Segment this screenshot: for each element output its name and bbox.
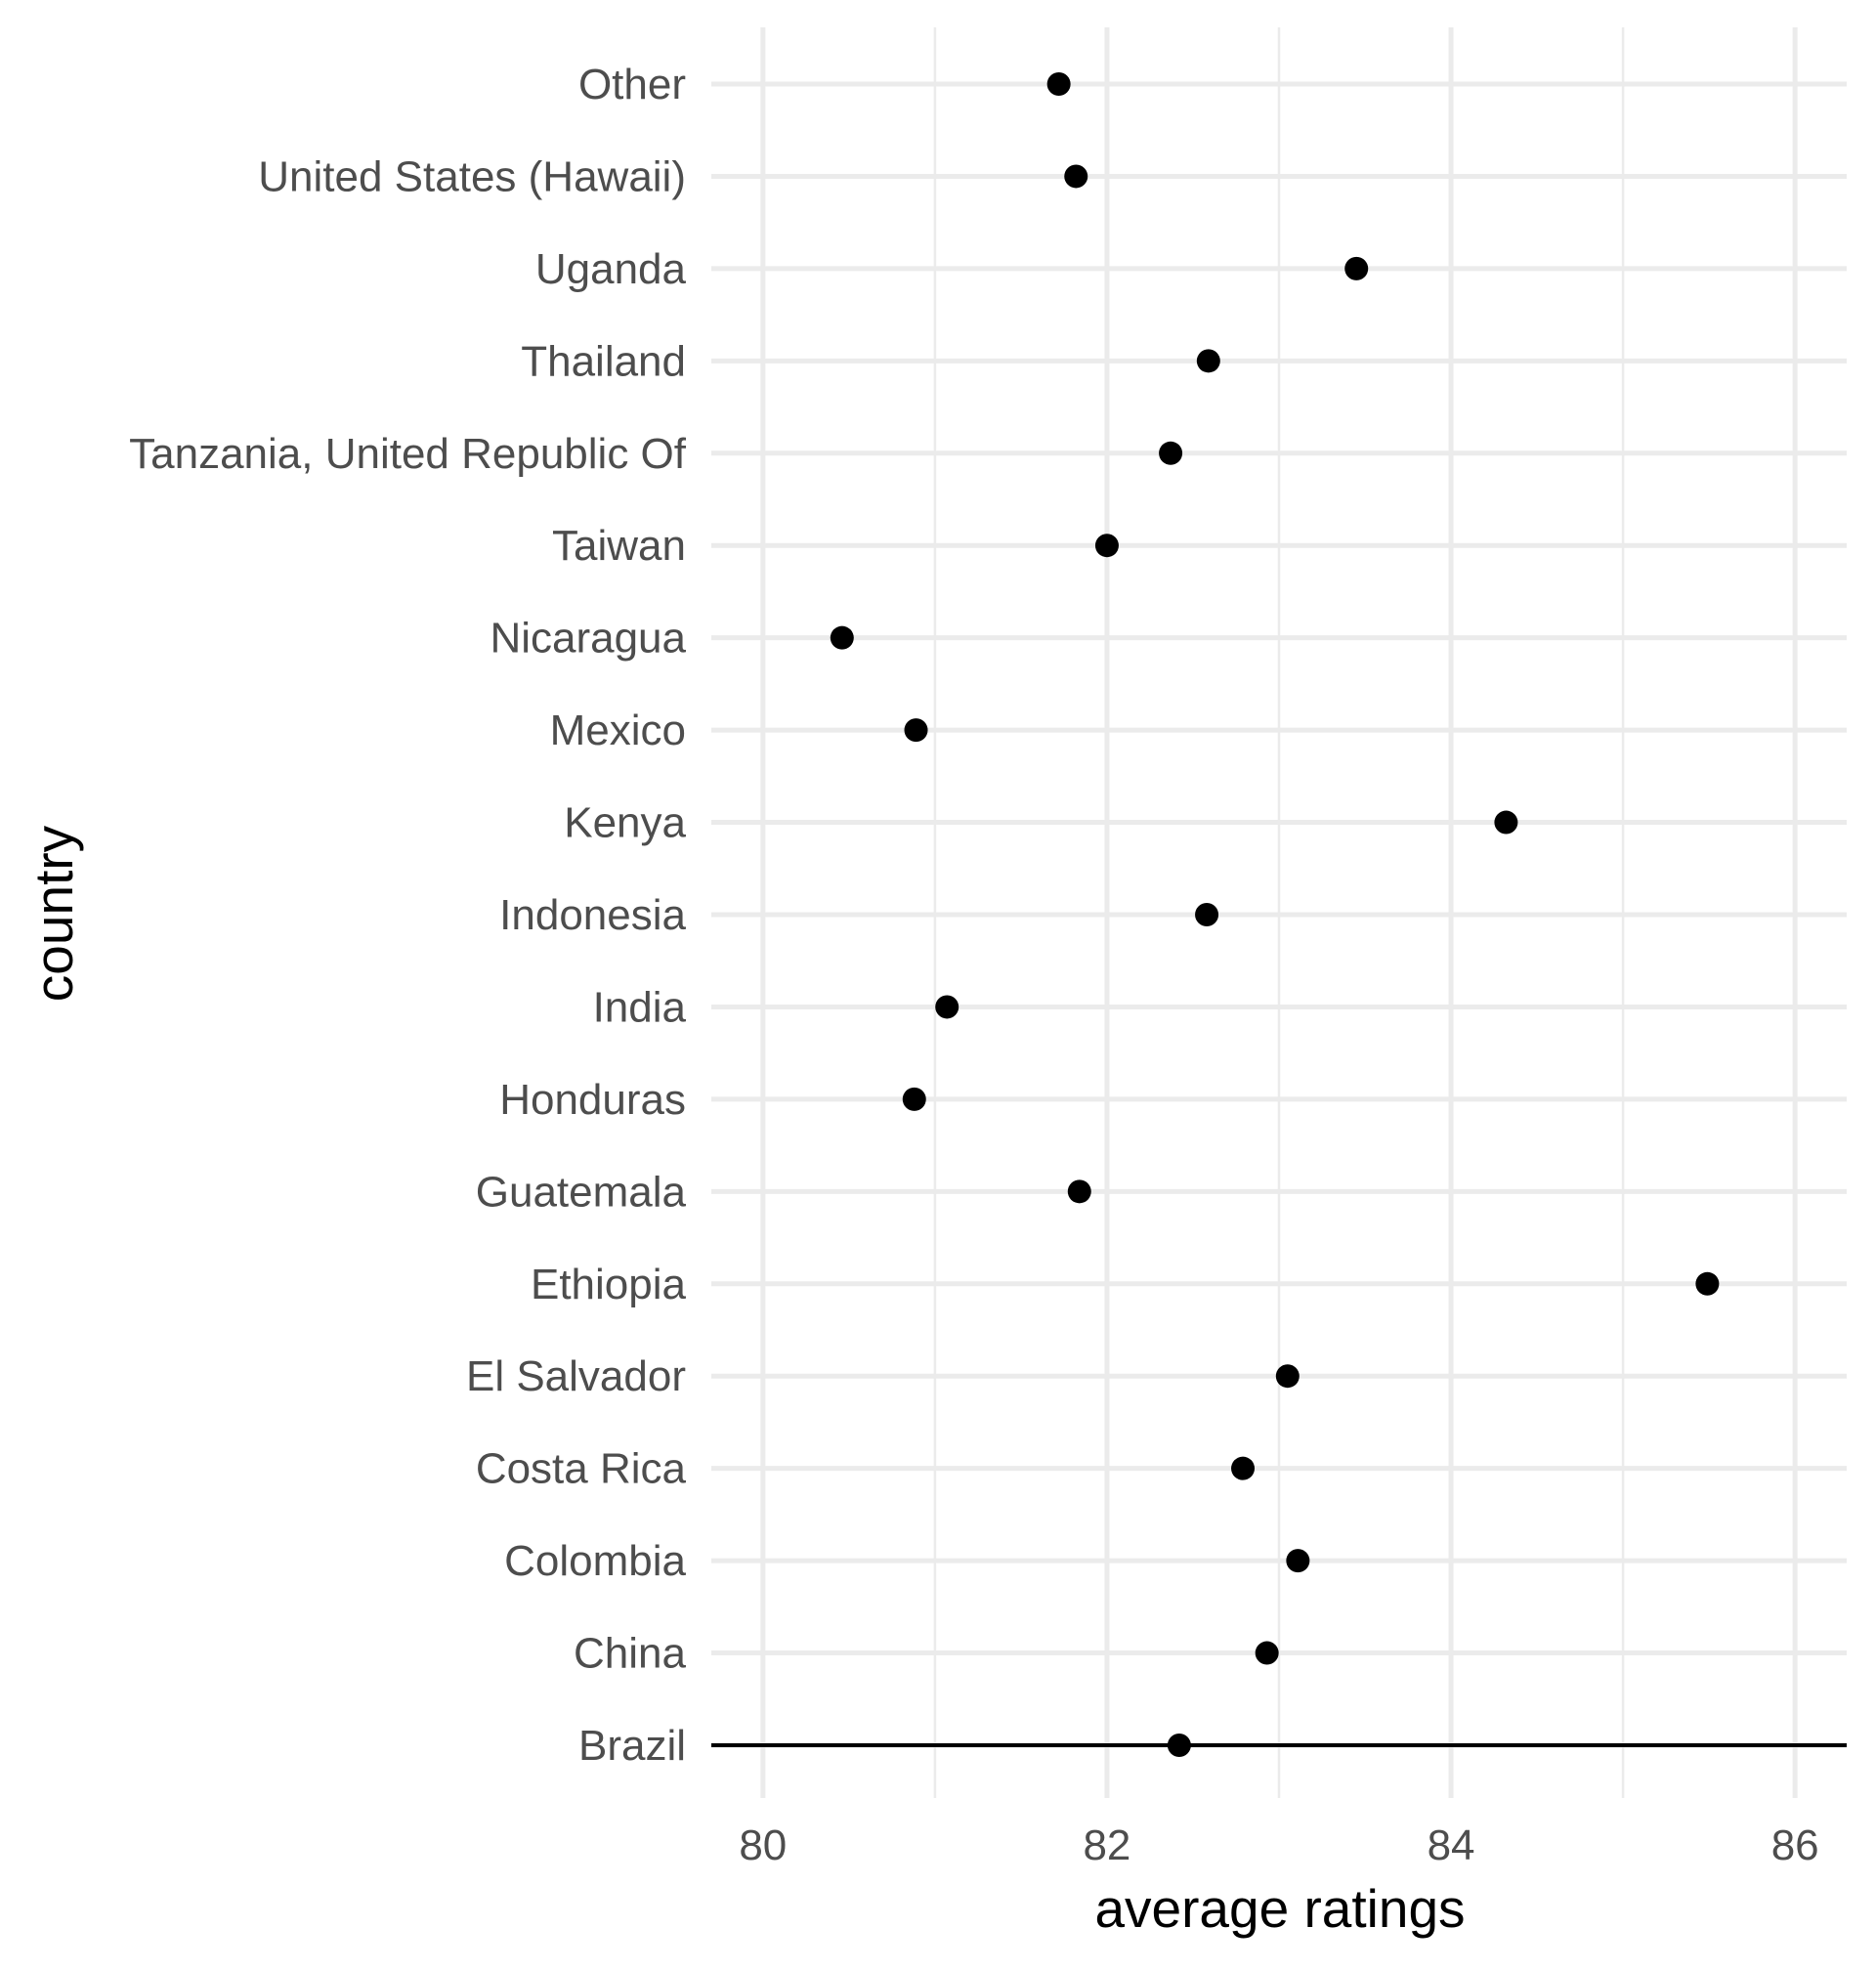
y-tick-label: Thailand — [521, 337, 686, 385]
y-tick-label: Ethiopia — [531, 1261, 687, 1308]
x-tick-label: 82 — [1083, 1821, 1130, 1869]
y-tick-label: Taiwan — [552, 522, 686, 570]
y-tick-label: Nicaragua — [490, 615, 686, 663]
data-point — [1167, 1734, 1191, 1757]
data-point — [1067, 1179, 1091, 1204]
y-tick-label: Mexico — [550, 707, 686, 754]
data-point — [1159, 441, 1183, 465]
y-tick-label: United States (Hawaii) — [258, 152, 686, 200]
data-point — [1494, 810, 1518, 835]
x-tick-label: 80 — [739, 1821, 787, 1869]
y-tick-label: El Salvador — [466, 1352, 686, 1400]
data-point — [1695, 1271, 1720, 1296]
data-point — [1046, 72, 1071, 96]
x-tick-labels: 80 82 84 86 — [739, 1821, 1818, 1869]
y-tick-label: Tanzania, United Republic Of — [129, 430, 687, 478]
y-tick-label: Other — [578, 61, 686, 108]
data-point — [1231, 1456, 1256, 1480]
y-tick-label: India — [593, 983, 687, 1031]
points-layer — [830, 72, 1720, 1757]
y-tick-label: Guatemala — [476, 1168, 687, 1216]
y-tick-label: Brazil — [578, 1722, 686, 1770]
y-tick-label: Costa Rica — [476, 1445, 687, 1493]
y-tick-labels: Brazil China Colombia Costa Rica El Salvador… — [129, 61, 687, 1770]
x-axis-title: average ratings — [1094, 1878, 1465, 1939]
y-tick-label: Honduras — [499, 1076, 686, 1124]
y-tick-label: Kenya — [564, 799, 686, 847]
data-point — [1094, 534, 1119, 558]
y-axis-title: country — [23, 825, 84, 1002]
x-tick-label: 86 — [1771, 1821, 1819, 1869]
data-point — [1344, 256, 1369, 280]
data-point — [935, 995, 959, 1019]
data-point — [1255, 1641, 1279, 1665]
data-point — [902, 1087, 926, 1111]
y-tick-label: Indonesia — [499, 891, 686, 939]
x-tick-label: 84 — [1428, 1821, 1475, 1869]
data-point — [904, 718, 928, 743]
data-point — [1275, 1364, 1300, 1389]
y-tick-label: China — [574, 1630, 686, 1678]
y-tick-label: Colombia — [504, 1537, 686, 1585]
data-point — [830, 625, 854, 650]
data-point — [1286, 1549, 1310, 1573]
data-point — [1196, 349, 1220, 373]
grid-layer — [711, 27, 1847, 1798]
data-point — [1064, 164, 1088, 189]
data-point — [1195, 903, 1219, 926]
y-tick-label: Uganda — [535, 245, 687, 293]
